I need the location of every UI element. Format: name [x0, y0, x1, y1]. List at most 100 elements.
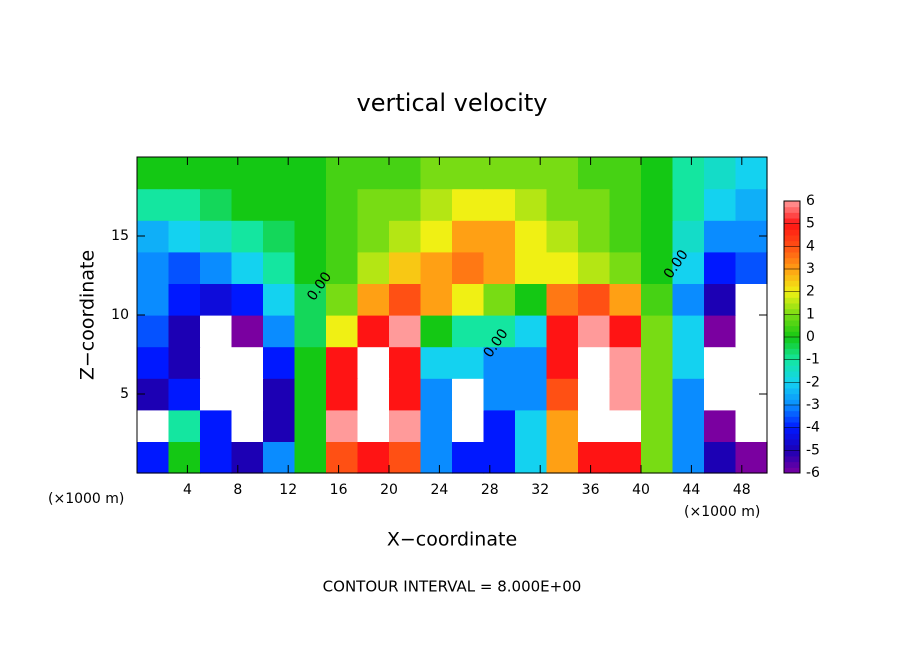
- heat-cell: [263, 220, 296, 253]
- x-tick-label: 8: [233, 482, 242, 498]
- heat-cell: [420, 441, 453, 474]
- heat-cell: [704, 315, 737, 348]
- heat-cell: [231, 346, 264, 379]
- x-tick-label: 44: [682, 482, 700, 498]
- heat-cell: [200, 409, 233, 442]
- heat-cell: [357, 188, 390, 221]
- colorbar-band: [784, 410, 800, 417]
- heat-cell: [420, 409, 453, 442]
- colorbar-band: [784, 427, 800, 434]
- heat-cell: [452, 220, 485, 253]
- heat-cell: [672, 157, 705, 190]
- heat-cell: [389, 157, 422, 190]
- heat-cell: [168, 441, 201, 474]
- colorbar-band: [784, 342, 800, 349]
- heat-cell: [168, 283, 201, 316]
- heat-cell: [515, 283, 548, 316]
- heat-cell: [515, 251, 548, 284]
- heat-cell: [641, 157, 674, 190]
- heat-cell: [483, 283, 516, 316]
- heat-cell: [483, 346, 516, 379]
- heat-cell: [578, 346, 611, 379]
- heat-cell: [326, 346, 359, 379]
- heat-cell: [294, 315, 327, 348]
- colorbar-tick-label: 3: [806, 261, 815, 277]
- heat-cell: [483, 188, 516, 221]
- heat-cell: [515, 220, 548, 253]
- colorbar-band: [784, 371, 800, 378]
- heat-cell: [263, 188, 296, 221]
- heat-cell: [641, 220, 674, 253]
- heat-cell: [168, 220, 201, 253]
- heat-cell: [672, 283, 705, 316]
- colorbar-band: [784, 240, 800, 247]
- heat-cell: [420, 378, 453, 411]
- colorbar-band: [784, 229, 800, 236]
- heat-cell: [641, 283, 674, 316]
- heat-cell: [200, 157, 233, 190]
- heat-cell: [263, 283, 296, 316]
- heat-cell: [168, 378, 201, 411]
- colorbar-tick-label: -5: [806, 442, 820, 458]
- heat-cell: [672, 251, 705, 284]
- heat-cell: [483, 378, 516, 411]
- colorbar-band: [784, 320, 800, 327]
- heat-cell: [546, 188, 579, 221]
- heat-cell: [326, 220, 359, 253]
- colorbar-band: [784, 206, 800, 213]
- heat-cell: [672, 378, 705, 411]
- heat-cell: [672, 409, 705, 442]
- heat-cell: [263, 346, 296, 379]
- heat-cell: [483, 220, 516, 253]
- colorbar-band: [784, 337, 800, 344]
- heat-cell: [483, 157, 516, 190]
- heat-cell: [137, 251, 170, 284]
- colorbar-band: [784, 405, 800, 412]
- heat-cell: [357, 315, 390, 348]
- x-tick-label: 36: [582, 482, 600, 498]
- heat-cell: [389, 441, 422, 474]
- heat-cell: [578, 378, 611, 411]
- heat-cell: [326, 251, 359, 284]
- heat-cell: [357, 157, 390, 190]
- heat-cell: [420, 283, 453, 316]
- heat-cell: [326, 409, 359, 442]
- colorbar-band: [784, 269, 800, 276]
- heat-cell: [294, 346, 327, 379]
- heat-cell: [357, 220, 390, 253]
- heat-cell: [546, 346, 579, 379]
- heat-cell: [263, 378, 296, 411]
- heat-cell: [200, 346, 233, 379]
- heat-cell: [137, 346, 170, 379]
- heat-cell: [483, 315, 516, 348]
- colorbar-band: [784, 201, 800, 208]
- heat-cell: [137, 283, 170, 316]
- heat-cell: [735, 188, 768, 221]
- heat-cell: [389, 378, 422, 411]
- heat-cell: [483, 251, 516, 284]
- heat-cell: [389, 188, 422, 221]
- x-tick-label: 40: [632, 482, 650, 498]
- heat-cell: [704, 188, 737, 221]
- colorbar-tick-label: -3: [806, 397, 820, 413]
- heat-cell: [357, 346, 390, 379]
- x-tick-label: 28: [481, 482, 499, 498]
- heat-cell: [294, 251, 327, 284]
- heat-cell: [483, 441, 516, 474]
- heat-cell: [200, 188, 233, 221]
- heat-cell: [546, 251, 579, 284]
- heat-cell: [420, 315, 453, 348]
- heat-cell: [735, 283, 768, 316]
- heat-cell: [641, 409, 674, 442]
- colorbar-band: [784, 461, 800, 468]
- heat-cell: [704, 283, 737, 316]
- heat-cell: [357, 378, 390, 411]
- heat-cell: [672, 346, 705, 379]
- colorbar-tick-label: 1: [806, 306, 815, 322]
- colorbar-band: [784, 450, 800, 457]
- heat-cell: [578, 441, 611, 474]
- heat-cell: [389, 315, 422, 348]
- heat-cell: [326, 378, 359, 411]
- heat-cell: [231, 441, 264, 474]
- heat-cell: [609, 315, 642, 348]
